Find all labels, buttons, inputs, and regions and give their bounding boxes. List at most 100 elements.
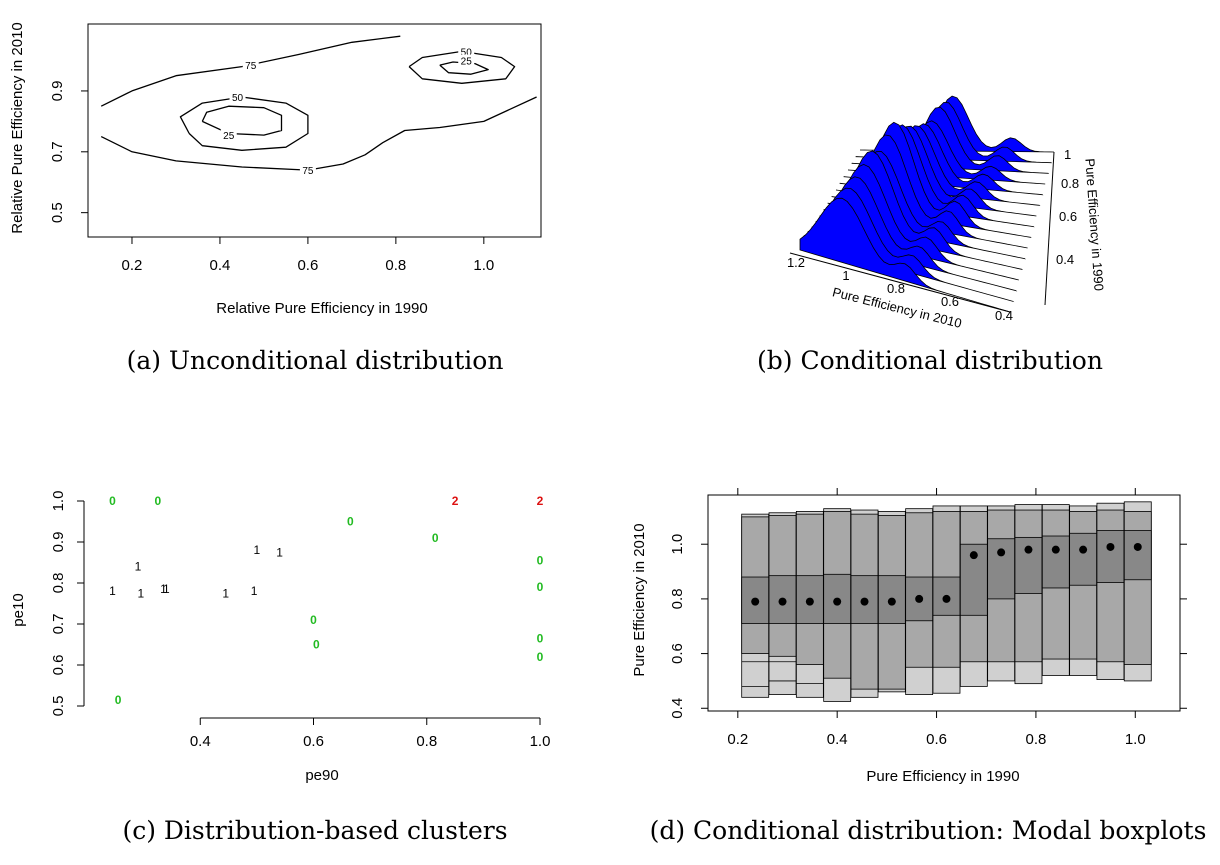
chart-b-y-axis: 1 0.8 0.6 0.4: [1044, 147, 1079, 306]
chart-c-ytick-label: 0.5: [50, 696, 67, 717]
chart-c-ytick-label: 0.8: [50, 573, 67, 594]
chart-c-point-cluster-0: 0: [537, 650, 544, 664]
chart-b-xtick-label: 0.6: [941, 294, 959, 309]
chart-d-mode-point: [887, 597, 896, 606]
chart-c-point-cluster-2: 2: [537, 494, 544, 508]
chart-a-contour-label-bg: [242, 59, 259, 72]
chart-c-point-cluster-0: 0: [310, 613, 317, 627]
chart-a-xtick-label: 0.6: [297, 257, 318, 274]
chart-d-ytick-label: 0.8: [669, 588, 686, 609]
chart-b-ytick-label: 0.8: [1061, 176, 1079, 191]
chart-a-plot-box: [87, 23, 542, 238]
chart-a-contour-label: 25: [223, 131, 235, 142]
chart-d-mode-point: [942, 594, 951, 603]
chart-a-xtick-label: 1.0: [473, 257, 494, 274]
chart-c-ylabel: pe10: [10, 593, 27, 626]
chart-d-xtick-label: 0.2: [727, 731, 748, 748]
chart-d-modal-boxplots: 0.2 0.4 0.6 0.8 1.0 0.4 0.6 0.8 1.0 Pure Efficie…: [631, 488, 1187, 785]
chart-d-mode-point: [1079, 545, 1088, 554]
chart-b-ytick-label: 0.6: [1059, 209, 1077, 224]
chart-d-ytick-label: 1.0: [669, 534, 686, 555]
chart-d-box-inner: [1041, 535, 1070, 589]
chart-a-contour-label: 50: [232, 93, 244, 104]
chart-d-ylabel: Pure Efficiency in 2010: [631, 523, 648, 676]
chart-c-point-cluster-1: 1: [276, 545, 283, 559]
chart-b-3d-density: 1.2 1 0.8 0.6 0.4 1 0.8 0.6 0.4 Pure Efficiency…: [787, 95, 1107, 331]
chart-c-point-cluster-1: 1: [254, 543, 261, 557]
chart-c-ytick-label: 0.6: [50, 655, 67, 676]
chart-c-point-cluster-0: 0: [537, 580, 544, 594]
chart-b-x-axis: 1.2 1 0.8 0.6 0.4: [787, 252, 1013, 323]
chart-a-contour-label: 50: [461, 47, 473, 58]
chart-d-mode-point: [860, 597, 869, 606]
chart-a-contour-label-bg: [299, 164, 316, 177]
chart-d-box-inner: [987, 538, 1016, 600]
chart-a-ytick-label: 0.7: [49, 141, 66, 162]
chart-d-box-inner: [1096, 530, 1125, 583]
chart-d-mode-point: [1051, 545, 1060, 554]
chart-b-ytick-label: 0.4: [1056, 252, 1074, 267]
chart-a-ytick-label: 0.9: [49, 81, 66, 102]
chart-a-contour-label-bg: [220, 129, 237, 142]
chart-c-xtick-label: 1.0: [530, 733, 551, 750]
chart-c-point-cluster-1: 1: [163, 582, 170, 596]
chart-a-contour-label: 75: [302, 166, 314, 177]
chart-d-box-inner: [1123, 530, 1152, 581]
chart-d-mode-point: [751, 597, 760, 606]
chart-d-plot-box: [707, 494, 1181, 712]
chart-d-mode-point: [1024, 545, 1033, 554]
chart-d-mode-point: [833, 597, 842, 606]
chart-c-point-cluster-1: 1: [222, 586, 229, 600]
caption-a: (a) Unconditional distribution: [126, 346, 504, 375]
chart-d-mode-point: [778, 597, 787, 606]
chart-d-ytick-label: 0.6: [669, 643, 686, 664]
chart-c-point-cluster-2: 2: [452, 494, 459, 508]
chart-b-xtick-label: 1: [842, 268, 849, 283]
chart-a-xtick-label: 0.4: [210, 257, 231, 274]
chart-a-ytick-label: 0.5: [49, 202, 66, 223]
chart-a-contour-line-25: [201, 105, 283, 136]
chart-d-xtick-label: 1.0: [1125, 731, 1146, 748]
chart-b-ylabel: Pure Efficiency in 1990: [1082, 158, 1106, 291]
chart-b-density-ridge: [799, 197, 1011, 313]
chart-c-point-cluster-1: 1: [160, 582, 167, 596]
chart-c-xtick-label: 0.6: [303, 733, 324, 750]
chart-b-xtick-label: 0.8: [887, 281, 905, 296]
chart-d-xtick-label: 0.6: [926, 731, 947, 748]
chart-b-xtick-label: 1.2: [787, 255, 805, 270]
chart-c-point-cluster-0: 0: [432, 531, 439, 545]
chart-c-xtick-label: 0.8: [416, 733, 437, 750]
caption-c: (c) Distribution-based clusters: [122, 816, 508, 845]
chart-c-point-cluster-0: 0: [537, 553, 544, 567]
chart-a-contour-label: 75: [245, 61, 257, 72]
chart-c-ytick-label: 0.7: [50, 614, 67, 635]
chart-c-point-cluster-0: 0: [313, 638, 320, 652]
chart-a-contour-line-50: [408, 50, 516, 84]
chart-a-ylabel: Relative Pure Efficiency in 2010: [9, 22, 26, 234]
chart-d-xlabel: Pure Efficiency in 1990: [866, 768, 1019, 785]
chart-a-contour-label-bg: [458, 54, 475, 67]
chart-a-contour-label-bg: [229, 91, 246, 104]
chart-c-point-cluster-1: 1: [137, 586, 144, 600]
chart-c-ytick-label: 1.0: [50, 491, 67, 512]
chart-b-ytick-label: 1: [1064, 147, 1071, 162]
chart-c-point-cluster-1: 1: [251, 584, 258, 598]
chart-a-xtick-label: 0.8: [385, 257, 406, 274]
chart-d-mode-point: [1133, 542, 1142, 551]
chart-a-contour-line-75: [100, 35, 401, 107]
caption-b: (b) Conditional distribution: [757, 346, 1103, 375]
chart-d-mode-point: [1106, 542, 1115, 551]
chart-d-mode-point: [915, 594, 924, 603]
chart-b-xtick-label: 0.4: [995, 308, 1013, 323]
caption-d: (d) Conditional distribution: Modal boxp…: [649, 816, 1207, 845]
chart-d-mode-point: [805, 597, 814, 606]
chart-d-xtick-label: 0.4: [827, 731, 848, 748]
chart-d-box-inner: [1069, 532, 1098, 586]
chart-a-contour-line-75: [100, 96, 537, 171]
chart-a-xlabel: Relative Pure Efficiency in 1990: [216, 300, 428, 317]
chart-c-point-cluster-0: 0: [109, 494, 116, 508]
chart-c-point-cluster-0: 0: [154, 494, 161, 508]
chart-a-contour-line-25: [439, 61, 489, 75]
chart-c-point-cluster-0: 0: [537, 631, 544, 645]
